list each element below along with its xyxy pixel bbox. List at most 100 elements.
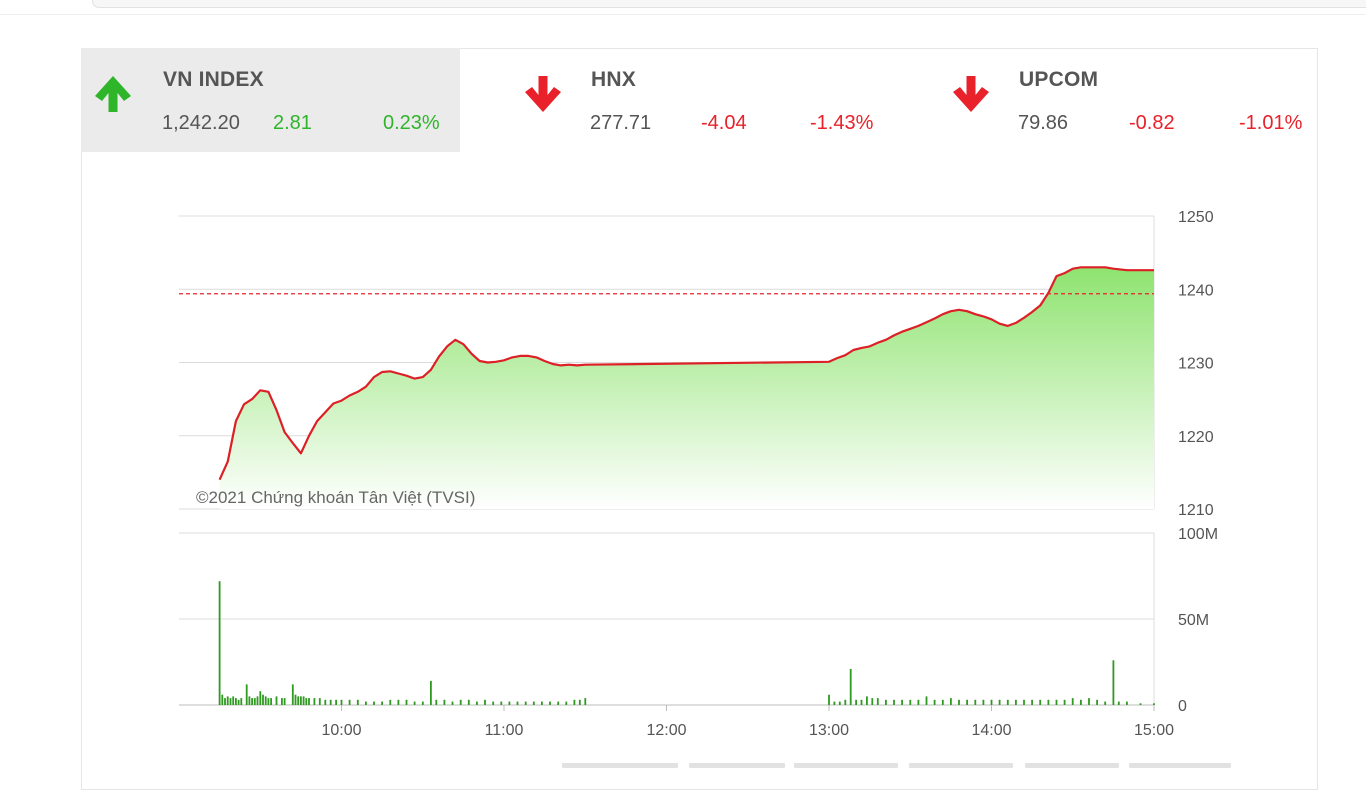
volume-bar — [885, 699, 887, 705]
volume-bar — [1023, 699, 1025, 705]
price-y-tick-label: 1230 — [1178, 356, 1214, 373]
tab-upcom[interactable]: UPCOM 79.86 -0.82 -1.01% — [939, 48, 1319, 152]
volume-bar — [1153, 703, 1155, 705]
volume-bar — [294, 694, 297, 705]
volume-bar — [421, 701, 424, 705]
volume-bar — [958, 699, 960, 705]
volume-bar — [335, 699, 337, 705]
volume-bar — [430, 680, 432, 705]
range-button[interactable] — [562, 763, 678, 768]
volume-y-tick-label: 0 — [1178, 698, 1187, 715]
volume-bar — [348, 699, 351, 705]
volume-bar — [305, 698, 308, 705]
volume-bar — [1063, 699, 1066, 705]
volume-bar — [917, 699, 920, 705]
price-line — [218, 266, 1154, 481]
volume-bar — [356, 699, 359, 705]
watermark-text: ©2021 Chứng khoán Tân Việt (TVSI) — [196, 488, 475, 507]
volume-bar — [240, 698, 243, 705]
volume-bar — [413, 701, 416, 705]
volume-bar — [1031, 699, 1033, 705]
volume-bar — [281, 698, 283, 705]
volume-bar — [451, 701, 454, 705]
index-change: -0.82 — [1129, 112, 1175, 134]
volume-bar — [966, 699, 968, 705]
volume-bar — [941, 699, 944, 705]
volume-bar — [828, 694, 830, 705]
range-button[interactable] — [794, 763, 898, 768]
index-name: UPCOM — [1019, 68, 1099, 91]
volume-bar — [524, 701, 527, 705]
range-button[interactable] — [689, 763, 785, 768]
volume-bar — [484, 699, 486, 705]
volume-bar — [1112, 660, 1115, 705]
volume-bar — [860, 699, 863, 705]
volume-bar — [1096, 699, 1098, 705]
volume-bar — [901, 699, 903, 705]
volume-bar — [245, 684, 248, 705]
price-y-axis: 1250 1240 1230 1220 1210 — [1178, 209, 1214, 519]
volume-bar — [866, 696, 868, 705]
volume-bar — [578, 699, 581, 705]
index-value: 79.86 — [1018, 112, 1069, 134]
volume-bar — [1015, 699, 1017, 705]
volume-bar — [283, 698, 286, 705]
range-button[interactable] — [1129, 763, 1231, 768]
index-change: 2.81 — [273, 112, 312, 134]
volume-bar — [262, 694, 264, 705]
volume-bar — [389, 699, 392, 705]
range-button[interactable] — [909, 763, 1013, 768]
volume-bar — [982, 699, 985, 705]
volume-bar — [340, 699, 343, 705]
time-x-axis: 10:00 11:00 12:00 13:00 14:00 15:00 — [321, 705, 1174, 739]
price-y-tick-label: 1250 — [1178, 209, 1214, 226]
volume-bar — [508, 701, 511, 705]
range-button[interactable] — [1025, 763, 1119, 768]
volume-bar — [467, 699, 470, 705]
price-y-tick-label: 1210 — [1178, 502, 1214, 519]
volume-bar — [259, 691, 262, 705]
tab-vn-index[interactable]: VN INDEX 1,242.20 2.81 0.23% — [81, 48, 460, 152]
x-tick-label: 14:00 — [971, 722, 1011, 739]
volume-bar — [237, 699, 240, 705]
volume-bar — [1006, 699, 1009, 705]
volume-bar — [248, 696, 251, 705]
volume-bar — [235, 698, 237, 705]
index-percent: -1.43% — [810, 112, 874, 134]
volume-bar — [373, 701, 375, 705]
volume-bar — [253, 698, 256, 705]
volume-bar — [224, 698, 226, 705]
volume-bar — [1104, 701, 1107, 705]
index-percent: -1.01% — [1239, 112, 1303, 134]
volume-bar — [1071, 698, 1074, 705]
x-tick-label: 10:00 — [321, 722, 361, 739]
tab-hnx[interactable]: HNX 277.71 -4.04 -1.43% — [511, 48, 891, 152]
volume-bar — [226, 696, 229, 705]
index-value: 1,242.20 — [162, 112, 240, 134]
volume-bar — [1055, 699, 1058, 705]
volume-bar — [302, 696, 305, 705]
volume-bar — [876, 698, 879, 705]
volume-bar — [291, 684, 294, 705]
index-tabs: VN INDEX 1,242.20 2.81 0.23% HNX 277.71 … — [81, 48, 1321, 152]
volume-bar — [397, 699, 400, 705]
volume-bar — [256, 696, 259, 705]
volume-bar — [833, 701, 836, 705]
volume-bar — [232, 696, 235, 705]
volume-bar — [300, 696, 302, 705]
volume-bar — [844, 699, 847, 705]
volume-bar — [532, 701, 535, 705]
index-name: HNX — [591, 68, 636, 91]
volume-bar — [297, 696, 300, 705]
volume-bar — [933, 699, 936, 705]
volume-bar — [308, 698, 310, 705]
intraday-chart: 1250 1240 1230 1220 1210 ©2021 Chứng khoán T… — [179, 209, 1218, 739]
index-value: 277.71 — [590, 112, 652, 134]
volume-bar — [573, 699, 576, 705]
volume-bar — [476, 701, 478, 705]
volume-bar — [1088, 698, 1090, 705]
volume-bar — [221, 694, 224, 705]
price-y-tick-label: 1240 — [1178, 282, 1214, 299]
volume-bar — [251, 698, 253, 705]
volume-y-axis: 100M 50M 0 — [1178, 526, 1218, 715]
